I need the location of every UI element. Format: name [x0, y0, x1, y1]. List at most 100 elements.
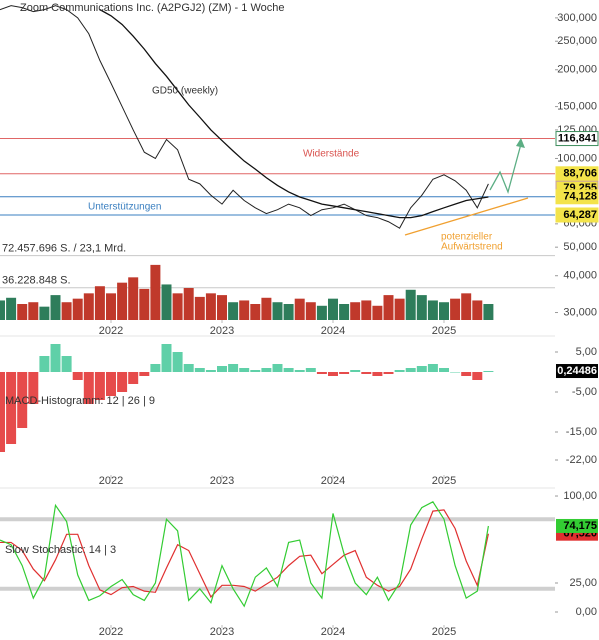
current-box — [556, 518, 598, 533]
histogram-bar — [0, 372, 5, 452]
x-tick-label: 2022 — [99, 325, 123, 337]
volume-bar — [416, 295, 427, 320]
current-box — [556, 364, 598, 379]
volume-bar — [217, 295, 227, 320]
x-tick-label: 2024 — [321, 626, 345, 638]
y-tick-label: -22,00 — [566, 454, 597, 466]
histogram-bar — [94, 372, 105, 400]
volume-bar — [339, 304, 350, 320]
volume-bar — [350, 302, 361, 320]
histogram-bar — [150, 364, 161, 372]
volume-bar — [139, 288, 150, 320]
series-line — [0, 5, 489, 229]
volume-bar — [294, 298, 305, 320]
volume-bar — [172, 293, 183, 320]
resistance-label: Widerstände — [303, 149, 360, 160]
series-line — [0, 509, 489, 598]
volume-bar — [6, 297, 17, 320]
y-tick-label: 250,000 — [557, 35, 597, 47]
volume-bar — [183, 288, 194, 320]
volume-bar — [328, 298, 338, 320]
volume-bar — [50, 295, 61, 320]
histogram-bar — [383, 372, 394, 374]
x-tick-label: 2023 — [210, 626, 234, 638]
volume-ref-label: 36.228.848 S. — [2, 275, 71, 287]
volume-bar — [316, 305, 327, 320]
volume-bar — [305, 302, 316, 320]
histogram-bar — [261, 368, 272, 372]
volume-bar — [483, 304, 494, 320]
current-label: 0,24486 — [557, 365, 597, 377]
histogram-bar — [6, 372, 17, 444]
histogram-bar — [117, 372, 128, 392]
histogram-bar — [339, 372, 350, 374]
volume-bar — [250, 304, 261, 320]
axis-labels: 300,000250,000200,000150,000125,000100,0… — [2, 12, 599, 638]
histogram-bar — [194, 368, 205, 372]
volume-bar — [427, 300, 438, 320]
y-tick-label: -15,00 — [566, 426, 597, 438]
histogram-bar — [17, 372, 28, 428]
volume-bar — [72, 298, 83, 320]
level-box — [555, 207, 599, 223]
level-label: 64,287 — [563, 209, 597, 221]
histogram-bar — [205, 370, 216, 372]
volume-ref-label: 72.457.696 S. / 23,1 Mrd. — [2, 242, 126, 254]
volume-bar — [405, 289, 416, 320]
y-tick-label: 200,000 — [557, 64, 597, 76]
volume-bar — [372, 305, 383, 320]
y-tick-label: 100,00 — [563, 490, 597, 502]
histogram-bar — [83, 372, 94, 404]
y-tick-label: 50,000 — [563, 241, 597, 253]
y-tick-label: 100,000 — [557, 152, 597, 164]
x-tick-label: 2025 — [432, 475, 456, 487]
volume-bar — [261, 297, 272, 320]
histogram-bar — [272, 364, 283, 372]
x-tick-label: 2023 — [210, 325, 234, 337]
histogram-bar — [350, 370, 361, 372]
volume-bar — [61, 302, 72, 320]
volume-bar — [394, 298, 405, 320]
volume-bar — [228, 302, 239, 320]
histogram-bar — [172, 352, 183, 372]
volume-bar — [439, 302, 449, 320]
histogram-bar — [50, 344, 61, 372]
histogram-bar — [106, 372, 116, 396]
volume-bar — [194, 296, 205, 320]
volume-bar — [283, 304, 294, 320]
gd50-label: GD50 (weekly) — [152, 86, 218, 97]
histogram-bar — [472, 372, 483, 380]
volume-bar — [128, 277, 139, 320]
histogram-bar — [183, 364, 194, 372]
histogram-bar — [139, 372, 150, 376]
x-tick-label: 2025 — [432, 626, 456, 638]
support-label: Unterstützungen — [88, 202, 161, 213]
volume-bar — [472, 300, 483, 320]
projection-arrow — [489, 143, 522, 195]
series-line — [99, 9, 489, 219]
chart-title: Zoom Communications Inc. (A2PGJ2) (ZM) -… — [20, 2, 284, 14]
y-tick-label: -5,00 — [572, 386, 597, 398]
histogram-bar — [61, 356, 72, 372]
histogram-bar — [161, 344, 172, 372]
volume-bar — [17, 304, 28, 320]
histogram-bar — [394, 370, 405, 372]
histogram-bar — [39, 356, 50, 372]
trend-line — [404, 197, 529, 236]
histogram-bar — [361, 372, 372, 374]
volume-bar — [461, 293, 472, 320]
x-tick-label: 2023 — [210, 475, 234, 487]
histogram-bar — [316, 372, 327, 374]
level-label: 116,841 — [558, 132, 597, 144]
trend-label: Aufwärtstrend — [441, 242, 503, 253]
y-tick-label: 300,000 — [557, 12, 597, 24]
y-tick-label: 40,000 — [563, 270, 597, 282]
level-box — [555, 189, 599, 205]
histogram-bar — [427, 364, 438, 372]
volume-bar — [83, 293, 94, 320]
histogram-bar — [72, 372, 83, 380]
x-tick-label: 2025 — [432, 325, 456, 337]
volume-bar — [150, 264, 161, 320]
series-line — [0, 501, 489, 608]
